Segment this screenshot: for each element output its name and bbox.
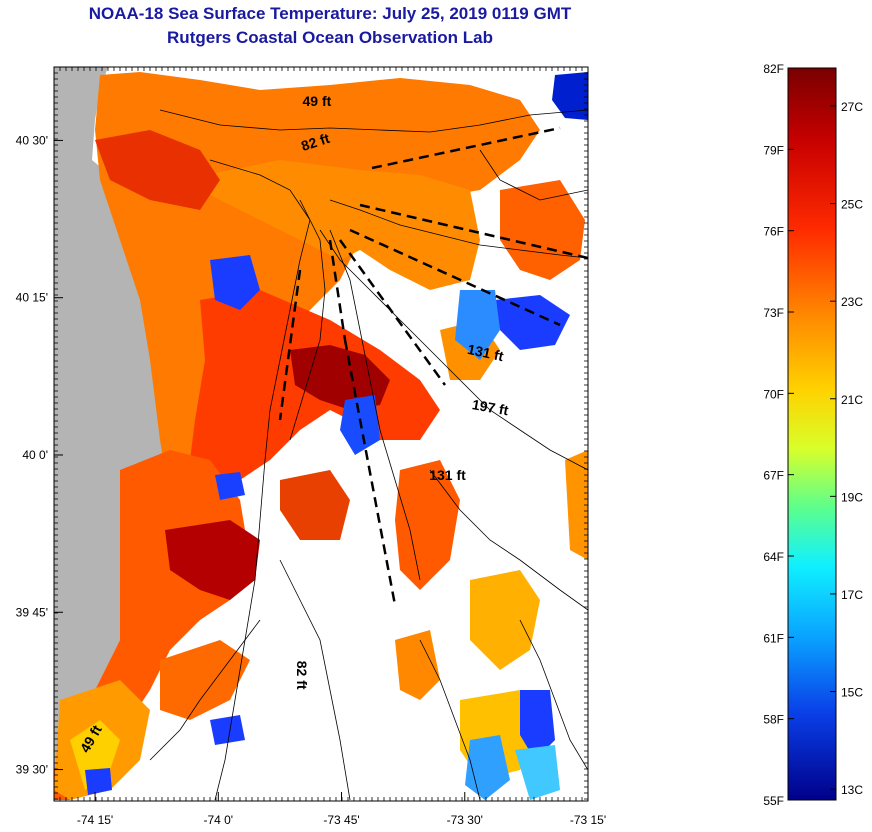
colorbar-f-label: 64F: [763, 550, 784, 564]
depth-label: 197 ft: [471, 396, 510, 418]
map-ticks: [53, 66, 589, 801]
colorbar-f-label: 67F: [763, 469, 784, 483]
colorbar-f-label: 76F: [763, 225, 784, 239]
colorbar-f-label: 61F: [763, 631, 784, 645]
colorbar-c-label: 21C: [841, 393, 863, 407]
y-tick-label: 39 30': [16, 763, 48, 777]
colorbar-c-label: 17C: [841, 588, 863, 602]
colorbar-c-label: 23C: [841, 295, 863, 309]
colorbar-ticks: [788, 67, 836, 801]
map-subtitle: Rutgers Coastal Ocean Observation Lab: [167, 28, 493, 47]
map-frame: [53, 66, 589, 802]
depth-label: 131 ft: [429, 467, 466, 483]
map-title: NOAA-18 Sea Surface Temperature: July 25…: [88, 4, 572, 23]
depth-label: 131 ft: [466, 341, 505, 364]
y-tick-label: 40 0': [22, 448, 48, 462]
colorbar-c-label: 27C: [841, 100, 863, 114]
colorbar: [787, 67, 837, 801]
x-tick-label: -73 30': [447, 813, 483, 827]
colorbar-labels: 82F 79F 76F 73F 70F 67F 64F 61F 58F 55F 27C 25C 23C 2…: [763, 62, 863, 808]
colorbar-f-label: 82F: [763, 62, 784, 76]
colorbar-c-label: 19C: [841, 490, 863, 504]
depth-label: 82 ft: [294, 661, 310, 690]
cool-patches: [85, 72, 588, 800]
bathymetry-contours: [149, 109, 588, 801]
colorbar-c-label: 25C: [841, 198, 863, 212]
colorbar-f-label: 73F: [763, 306, 784, 320]
colorbar-f-label: 79F: [763, 143, 784, 157]
colorbar-c-label: 13C: [841, 783, 863, 797]
transect-lines: [278, 126, 588, 606]
x-tick-label: -74 0': [203, 813, 233, 827]
colorbar-c-label: 15C: [841, 686, 863, 700]
colorbar-f-label: 58F: [763, 713, 784, 727]
depth-label: 49 ft: [302, 93, 331, 109]
colorbar-f-label: 55F: [763, 794, 784, 808]
colorbar-f-label: 70F: [763, 387, 784, 401]
y-tick-label: 40 15': [16, 291, 48, 305]
x-tick-label: -73 45': [323, 813, 359, 827]
x-tick-label: -73 15': [570, 813, 606, 827]
x-tick-label: -74 15': [77, 813, 113, 827]
map-tick-labels: -74 15' -74 0' -73 45' -73 30' -73 15' 40 30'…: [16, 133, 606, 827]
y-tick-label: 40 30': [16, 133, 48, 147]
y-tick-label: 39 45': [16, 605, 48, 619]
